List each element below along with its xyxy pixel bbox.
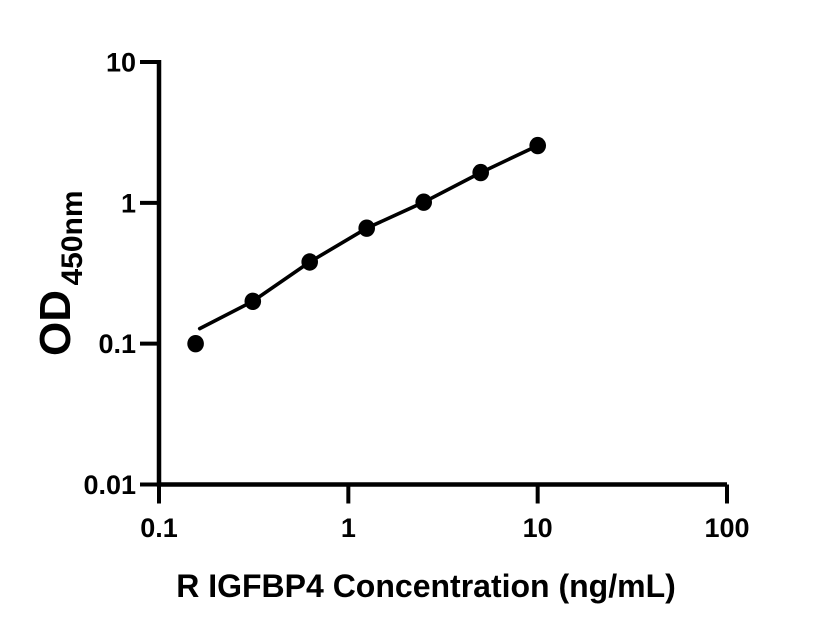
- y-axis-title-main: OD: [31, 290, 80, 356]
- x-tick-label: 1: [341, 513, 356, 543]
- axes: [156, 60, 727, 487]
- data-point: [187, 335, 204, 353]
- y-tick-label: 10: [106, 48, 136, 78]
- y-tick-labels: 0.01 0.1 1 10: [83, 48, 136, 501]
- x-tick-labels: 0.1 1 10 100: [140, 513, 749, 543]
- data-point: [415, 193, 433, 211]
- x-axis-title: R IGFBP4 Concentration (ng/mL): [176, 568, 676, 604]
- data-point: [244, 292, 262, 310]
- axis-spine: [156, 60, 727, 487]
- data-point: [301, 253, 319, 271]
- y-axis-title: OD 450nm: [31, 190, 89, 356]
- data-point: [472, 163, 490, 182]
- data-point: [358, 219, 376, 237]
- y-axis-title-sub: 450nm: [56, 190, 89, 285]
- y-tick-label: 0.1: [98, 329, 136, 359]
- x-tick-label: 0.1: [140, 513, 178, 543]
- x-tick-label: 10: [523, 513, 553, 543]
- data-point: [529, 136, 546, 155]
- x-tick-label: 100: [704, 513, 749, 543]
- y-tick-label: 1: [121, 188, 136, 218]
- y-tick-label: 0.01: [83, 470, 136, 500]
- data-point-group: [187, 136, 546, 353]
- axis-ticks: [140, 60, 729, 504]
